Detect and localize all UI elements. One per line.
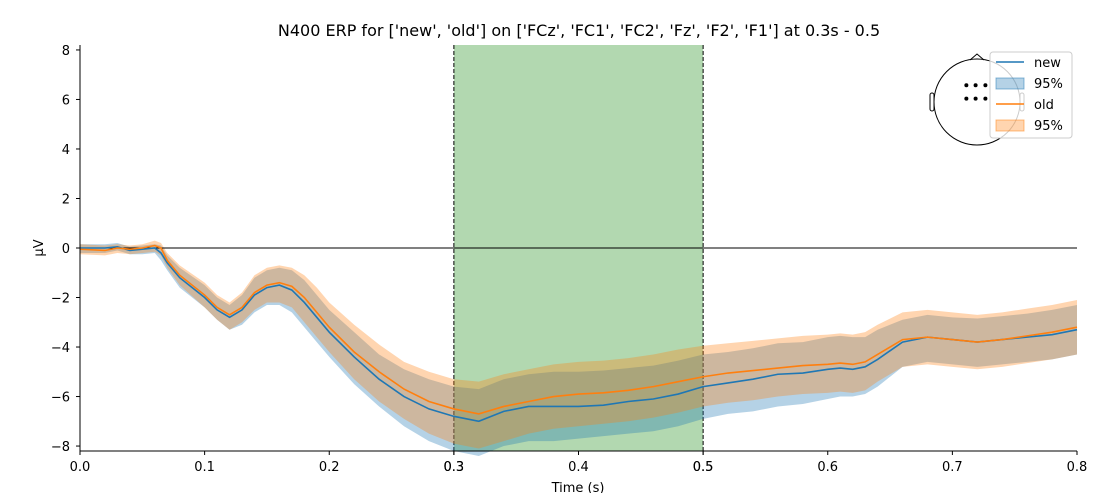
x-tick-label: 0.1 — [194, 460, 215, 475]
y-tick-label: 4 — [62, 143, 70, 158]
x-tick-label: 0.5 — [693, 460, 714, 475]
sensor-dot — [983, 83, 988, 88]
x-axis-label: Time (s) — [551, 481, 605, 493]
sensor-dot — [964, 83, 969, 88]
y-tick-label: 8 — [62, 44, 70, 59]
chart-title: N400 ERP for ['new', 'old'] on ['FCz', '… — [278, 21, 880, 40]
x-tick-label: 0.3 — [444, 460, 465, 475]
x-tick-label: 0.6 — [817, 460, 838, 475]
y-tick-label: 6 — [62, 93, 70, 108]
y-axis-ticks: −8 −6 −4 −2 0 2 4 6 8 — [51, 44, 80, 455]
confidence-band-new — [80, 243, 1077, 456]
y-tick-label: −2 — [51, 292, 70, 307]
legend-band-swatch — [995, 77, 1025, 90]
y-tick-label: −6 — [51, 391, 70, 406]
legend: new 95% old 95% — [989, 51, 1073, 139]
x-tick-label: 0.5 — [693, 460, 714, 475]
legend-label: old — [1034, 98, 1054, 113]
sensor-dot — [973, 83, 978, 88]
legend-frame — [989, 51, 1073, 139]
y-tick-label: 2 — [62, 192, 70, 207]
y-axis-label: µV — [32, 239, 47, 256]
x-tick-label: 0.8 — [1067, 460, 1088, 475]
legend-label: 95% — [1034, 119, 1063, 134]
x-tick-label: 0.0 — [70, 460, 91, 475]
y-tick-label: −4 — [51, 341, 70, 356]
series-line-old — [79, 244, 1078, 415]
head-left-ear — [929, 92, 935, 112]
x-axis-ticks: 0.0 0.1 0.2 0.30.3 0.4 0.50.5 0.6 0.7 0.8 — [70, 451, 1088, 475]
x-tick-label: 0.3 — [444, 460, 465, 475]
sensor-dot — [983, 96, 988, 101]
series-lines — [79, 244, 1078, 423]
sensor-dots — [964, 83, 988, 101]
legend-label: new — [1034, 56, 1061, 71]
x-tick-label: 0.7 — [942, 460, 963, 475]
x-tick-label: 0.4 — [568, 460, 589, 475]
legend-band-swatch — [995, 119, 1025, 132]
series-line-new — [80, 245, 1078, 423]
legend-label: 95% — [1034, 77, 1063, 92]
y-tick-label: −8 — [51, 440, 70, 455]
head-nose — [969, 53, 985, 61]
x-tick-label: 0.2 — [319, 460, 340, 475]
y-tick-label: 0 — [62, 242, 70, 257]
sensor-dot — [973, 96, 978, 101]
sensor-dot — [964, 96, 969, 101]
